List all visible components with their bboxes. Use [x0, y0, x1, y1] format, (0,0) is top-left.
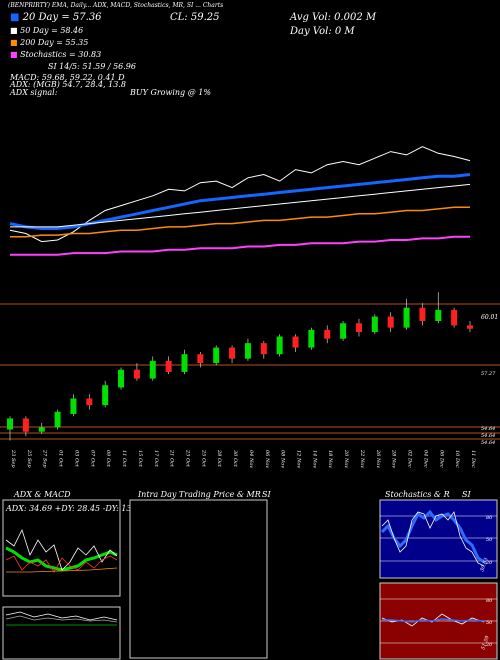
x-tick-label: 09 Oct [105, 450, 111, 468]
candle-body [419, 307, 426, 321]
x-tick-label: 12 Nov [296, 450, 302, 468]
x-tick-label: 22 Nov [359, 449, 365, 468]
ema-lines [9, 146, 471, 256]
candle-body [149, 360, 156, 379]
x-tick-label: 06 Dec [438, 450, 444, 468]
candle-body [403, 307, 410, 328]
x-tick-label: 25 Oct [200, 449, 206, 468]
legend-stochastics: ■ Stochastics = 30.83 [10, 50, 102, 59]
x-tick-label: 04 Nov [248, 450, 254, 468]
x-tick-label: 11 Oct [121, 450, 127, 468]
price-label-low1: 54.64 [481, 426, 495, 432]
series-stochastics [10, 235, 470, 256]
candle-body [387, 316, 394, 328]
adx-line: ADX: (MGB) 54.7, 28.4, 13.8 [10, 80, 126, 89]
x-tick-label: 06 Nov [264, 450, 270, 468]
candle-body [133, 369, 140, 379]
x-tick-label: 20 Nov [343, 449, 349, 468]
legend-200day: ■ 200 Day = 55.35 [10, 38, 89, 47]
candle-body [22, 418, 29, 432]
candle-body [118, 369, 125, 388]
macd-line: MACD: 59.68, 59.22, 0.41 D [10, 73, 125, 82]
x-tick-label: 07 Oct [89, 450, 95, 468]
x-tick-label: 25 Sep [26, 449, 32, 468]
price-label-low2: 54.64 [481, 433, 495, 439]
candle-body [7, 418, 13, 430]
chart-header-line: (BENPRIRTY) EMA, Daily... ADX, MACD, Sto… [8, 2, 224, 9]
candle-body [54, 411, 61, 428]
x-tick-label: 17 Oct [153, 450, 159, 468]
x-tick-label: 02 Dec [407, 450, 413, 468]
x-tick-label: 15 Oct [137, 450, 143, 468]
candle-body [292, 336, 299, 348]
legend-20day: ■ 20 Day = 57.36 [10, 12, 102, 23]
candle-body [467, 325, 473, 329]
x-tick-label: 26 Nov [375, 449, 381, 468]
candle-body [213, 347, 220, 364]
candle-body [197, 354, 204, 364]
candle-body [38, 427, 45, 432]
day-vol-label: Day Vol: 0 M [290, 26, 355, 37]
candle-body [102, 385, 109, 406]
x-tick-label: 11 Dec [470, 450, 476, 468]
candle-body [324, 329, 331, 339]
candle-body [371, 316, 378, 333]
close-label: CL: 59.25 [170, 12, 220, 23]
x-tick-label: 23 Sep [10, 449, 16, 468]
candle-body [276, 336, 283, 355]
adx-signal-label: ADX signal: [10, 88, 58, 97]
price-label-low3: 54.64 [481, 440, 495, 446]
candle-body [86, 398, 93, 406]
stoch-panel-title: Stochastics & R [385, 490, 450, 499]
price-label-top: 60.01 [481, 314, 498, 321]
x-tick-label: 18 Nov [327, 450, 333, 468]
x-tick-label: 10 Dec [454, 450, 460, 468]
candle-body [340, 323, 347, 339]
adx-signal-value: BUY Growing @ 1% [130, 88, 211, 97]
x-tick-label: 28 Nov [391, 449, 397, 468]
stoch-panel-si: SI [462, 490, 471, 499]
candle-body [435, 309, 442, 321]
si-line: SI 14/5: 51.59 / 56.96 [48, 62, 136, 71]
x-tick-label: 03 Oct [73, 450, 79, 468]
x-tick-label: 04 Dec [422, 450, 428, 468]
series-50-day-ema [10, 183, 471, 228]
series-close [9, 146, 471, 243]
candles [7, 292, 473, 441]
adx-panel-title: ADX & MACD [14, 490, 71, 499]
x-tick-label: 27 Sep [42, 449, 48, 468]
candle-body [308, 329, 315, 348]
candle-body [355, 323, 362, 333]
candle-body [165, 360, 172, 372]
legend-50day: ■ 50 Day = 58.46 [10, 26, 84, 35]
x-tick-label: 30 Oct [232, 450, 238, 468]
x-axis-labels: 23 Sep 25 Sep 27 Sep 01 Oct 03 Oct 07 Oct 09 O… [10, 449, 476, 468]
series-200-day-ema [10, 206, 470, 238]
x-tick-label: 23 Oct [184, 449, 190, 468]
avg-vol-label: Avg Vol: 0.002 M [290, 12, 377, 23]
price-label-mid: 57.27 [481, 371, 496, 377]
intra-panel-title: Intra Day Trading Price & MR [138, 490, 261, 499]
candle-body [451, 309, 458, 326]
candle-body [244, 343, 251, 359]
candle-body [260, 343, 267, 355]
intra-panel-si: SI [262, 490, 271, 499]
candle-body [70, 398, 77, 414]
candle-body [181, 354, 188, 372]
x-tick-label: 28 Oct [216, 449, 222, 468]
x-tick-label: 14 Nov [311, 450, 317, 468]
x-tick-label: 01 Oct [58, 450, 64, 468]
candle-body [229, 347, 236, 359]
x-tick-label: 21 Oct [169, 449, 175, 468]
x-tick-label: 08 Nov [280, 450, 286, 468]
